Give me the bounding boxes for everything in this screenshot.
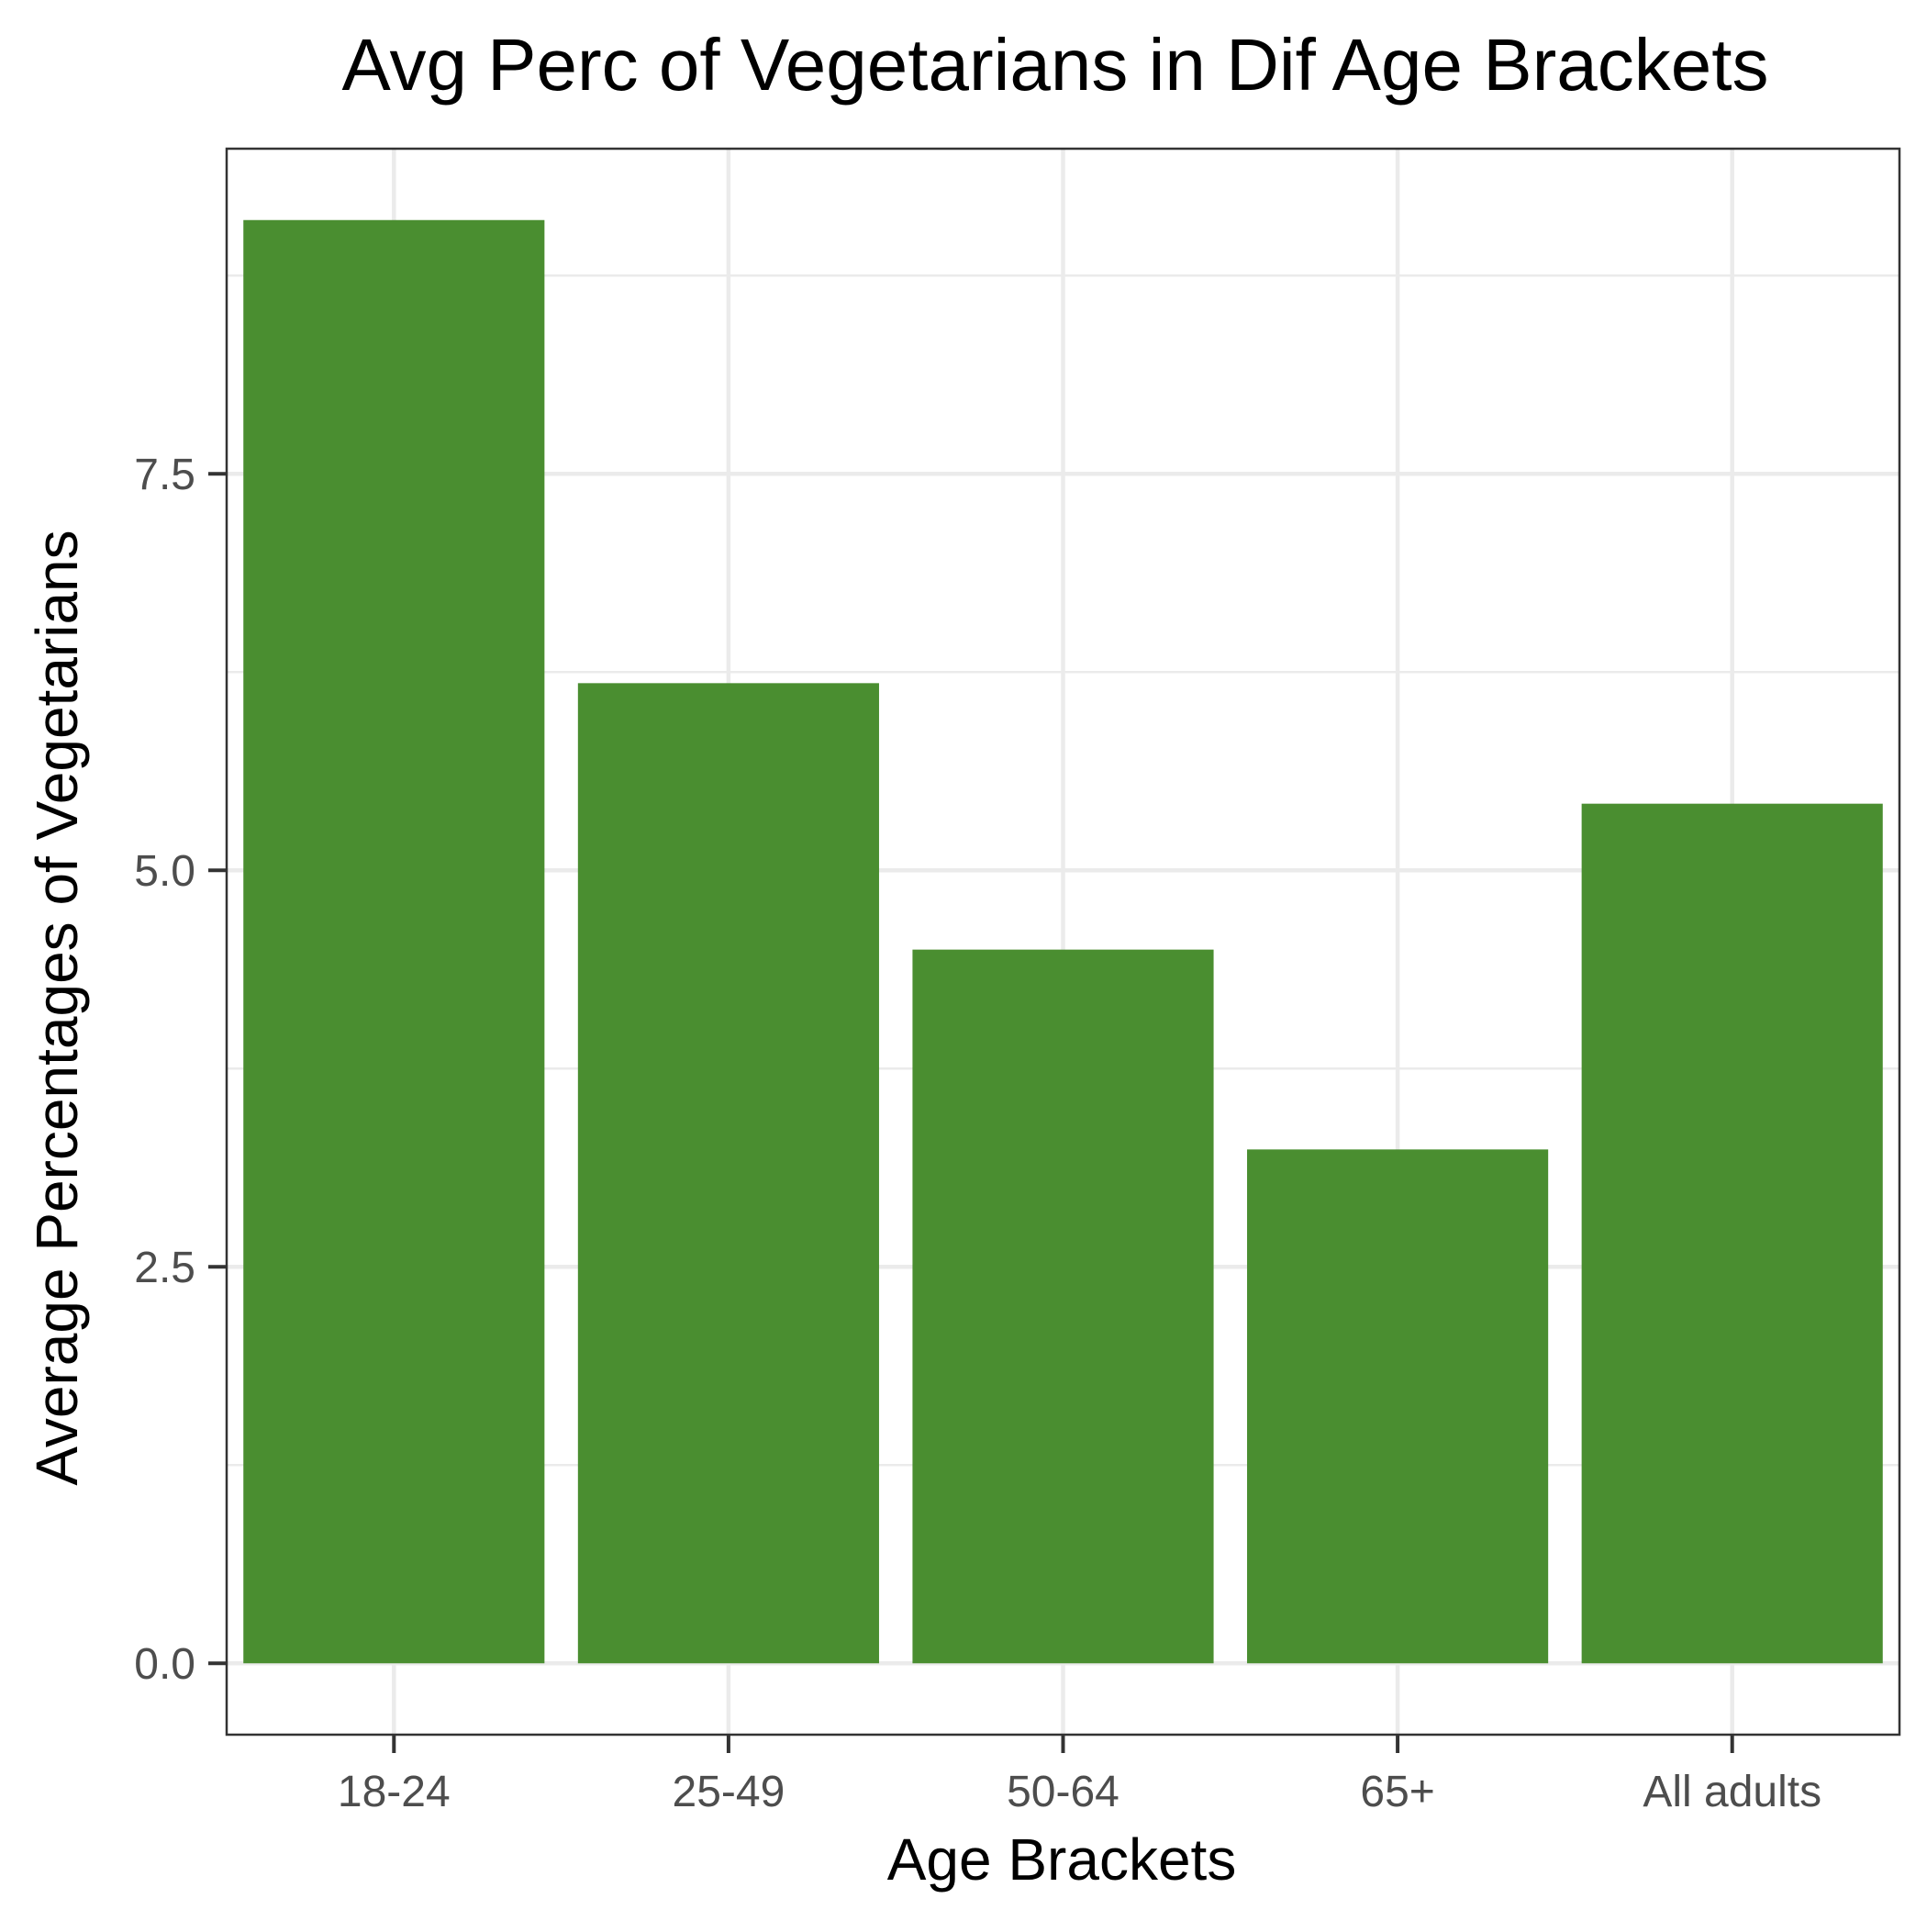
y-tick-label: 0.0 bbox=[134, 1640, 195, 1689]
x-tick-label: 25-49 bbox=[673, 1768, 785, 1816]
y-tick-label: 2.5 bbox=[134, 1244, 195, 1292]
y-axis-title: Average Percentages of Vegetarians bbox=[24, 530, 90, 1485]
x-tick-label: All adults bbox=[1643, 1768, 1821, 1816]
bar-18-24 bbox=[243, 219, 545, 1664]
bar-25-49 bbox=[577, 683, 879, 1664]
chart-title: Avg Perc of Vegetarians in Dif Age Brack… bbox=[342, 24, 1769, 106]
bar-65- bbox=[1247, 1149, 1549, 1664]
x-tick-label: 50-64 bbox=[1007, 1768, 1119, 1816]
x-tick-label: 18-24 bbox=[338, 1768, 451, 1816]
x-tick-label: 65+ bbox=[1360, 1768, 1434, 1816]
bar-all-adults bbox=[1581, 803, 1883, 1664]
axis-ticks bbox=[208, 472, 1734, 1753]
y-tick-label: 5.0 bbox=[134, 847, 195, 896]
tick-labels: 0.0 2.5 5.0 7.5 18-24 25-49 50-64 65+ All adults bbox=[134, 451, 1821, 1816]
y-tick-label: 7.5 bbox=[134, 451, 195, 499]
bar-50-64 bbox=[912, 949, 1214, 1664]
x-axis-title: Age Brackets bbox=[887, 1826, 1237, 1893]
bars bbox=[243, 219, 1883, 1664]
